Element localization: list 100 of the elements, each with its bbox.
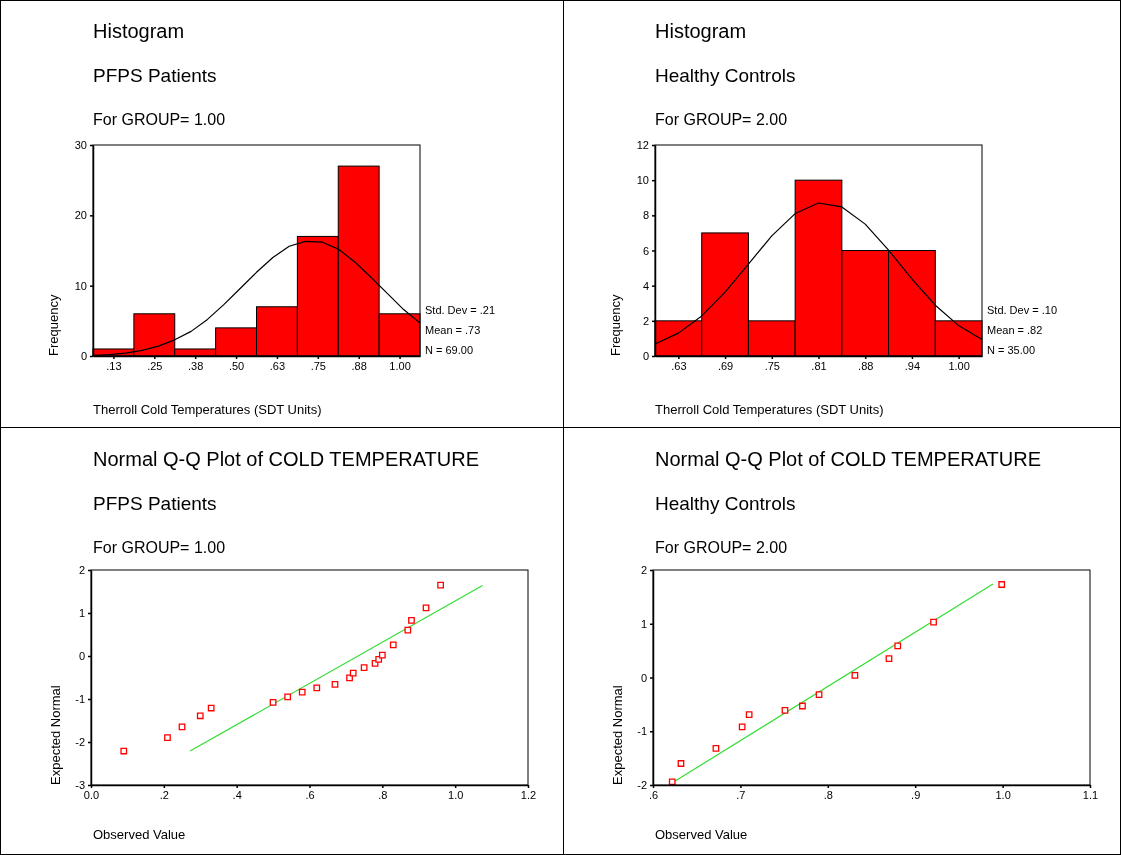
chart-subtitle: Healthy Controls — [655, 493, 796, 514]
x-tick-label: .81 — [811, 359, 827, 372]
point — [298, 688, 306, 696]
y-tick-label: -2 — [637, 779, 647, 792]
text: Mean = .73 — [425, 324, 481, 336]
point — [378, 651, 386, 659]
chart-title: Normal Q-Q Plot of COLD TEMPERATURE — [655, 448, 1041, 470]
point — [269, 699, 277, 706]
point — [668, 778, 676, 786]
y-tick-label: 8 — [642, 209, 649, 222]
point — [745, 711, 753, 718]
x-tick-label: 1.2 — [520, 788, 537, 801]
y-tick-label: 4 — [642, 279, 649, 292]
y-tick-label: 1 — [640, 617, 647, 630]
x-tick-label: 0.0 — [83, 788, 100, 801]
point — [408, 616, 415, 624]
x-tick-label: .88 — [351, 359, 367, 372]
x-tick-label: 1.0 — [448, 788, 464, 801]
x-tick-label: 1.00 — [389, 359, 411, 372]
y-tick-label: 10 — [74, 279, 87, 292]
x-tick-label: .6 — [305, 788, 315, 801]
x-tick-label: .4 — [232, 788, 242, 801]
point — [781, 706, 789, 714]
chart-subtitle: Healthy Controls — [655, 65, 796, 86]
x-axis-title: Therroll Cold Temperatures (SDT Units) — [655, 402, 884, 417]
chart-subtitle: PFPS Patients — [93, 65, 217, 86]
x-tick-label: .13 — [106, 359, 122, 372]
point — [389, 641, 397, 649]
y-tick-label: 0 — [80, 350, 87, 363]
y-tick-label: 20 — [74, 209, 87, 222]
text: For GROUP= 2.00 — [655, 111, 788, 128]
y-tick-label: -1 — [637, 725, 647, 738]
x-tick-label: .6 — [648, 788, 659, 801]
y-tick-label: -3 — [75, 779, 85, 792]
text: Std. Dev = .21 — [425, 304, 496, 316]
text: Std. Dev = .10 — [987, 304, 1058, 316]
x-tick-label: .88 — [858, 359, 874, 372]
x-tick-label: .2 — [159, 788, 169, 801]
y-tick-label: 12 — [636, 139, 649, 152]
point — [894, 642, 902, 650]
point — [930, 618, 937, 626]
y-tick-label: 10 — [636, 174, 649, 187]
point — [712, 745, 720, 752]
x-tick-label: .75 — [764, 359, 780, 372]
text: N = 69.00 — [425, 344, 474, 356]
y-tick-label: 1 — [78, 607, 85, 620]
y-tick-label: -2 — [75, 736, 85, 749]
chart-title: Histogram — [655, 20, 747, 42]
y-tick-label: 30 — [74, 139, 87, 152]
point — [164, 734, 171, 742]
x-tick-label: .94 — [904, 359, 921, 372]
point — [120, 747, 128, 755]
x-tick-label: .7 — [736, 788, 746, 801]
text: N = 35.00 — [987, 344, 1036, 356]
point — [437, 581, 444, 589]
point — [815, 691, 823, 699]
x-tick-label: .25 — [147, 359, 163, 372]
point — [738, 723, 746, 731]
point — [349, 669, 357, 677]
text: For GROUP= 2.00 — [655, 539, 788, 556]
chart-title: Normal Q-Q Plot of COLD TEMPERATURE — [93, 448, 479, 470]
x-tick-label: .8 — [823, 788, 833, 801]
point — [799, 702, 806, 710]
y-tick-label: 2 — [78, 564, 85, 577]
point — [851, 671, 859, 679]
x-tick-label: .63 — [671, 359, 687, 372]
x-tick-label: .63 — [269, 359, 286, 372]
chart-subtitle: PFPS Patients — [93, 493, 217, 514]
text: Mean = .82 — [987, 324, 1043, 336]
x-tick-label: 1.00 — [948, 359, 970, 372]
x-tick-label: 1.0 — [995, 788, 1011, 801]
y-tick-label: 6 — [642, 244, 649, 257]
x-axis-title: Observed Value — [655, 827, 748, 842]
y-tick-label: 2 — [642, 314, 649, 327]
point — [404, 626, 412, 634]
y-axis-title: Expected Normal — [610, 685, 625, 785]
point — [207, 704, 215, 712]
y-tick-label: 2 — [640, 564, 647, 577]
x-tick-label: .38 — [188, 359, 204, 372]
point — [360, 664, 368, 671]
point — [885, 655, 893, 663]
y-axis-title: Expected Normal — [48, 685, 63, 785]
chart-title: Histogram — [93, 20, 185, 42]
point — [998, 581, 1006, 588]
y-axis-title: Frequency — [46, 294, 61, 356]
y-axis-title: Frequency — [608, 294, 623, 356]
x-tick-label: .69 — [717, 359, 734, 372]
y-tick-label: -1 — [75, 693, 85, 706]
y-tick-label: 0 — [78, 650, 85, 663]
point — [331, 680, 339, 688]
x-tick-label: .50 — [228, 359, 245, 372]
x-tick-label: .9 — [911, 788, 921, 801]
text: For GROUP= 1.00 — [93, 111, 226, 128]
y-tick-label: 0 — [642, 350, 649, 363]
point — [677, 760, 685, 767]
x-axis-title: Therroll Cold Temperatures (SDT Units) — [93, 402, 322, 417]
x-tick-label: 1.1 — [1082, 788, 1099, 801]
point — [284, 693, 292, 701]
point — [196, 712, 204, 720]
x-tick-label: .75 — [310, 359, 326, 372]
